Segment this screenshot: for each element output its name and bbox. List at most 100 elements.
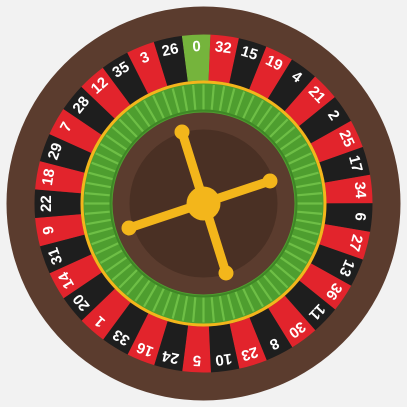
track-groove [242,288,255,312]
track-groove [181,295,189,321]
pocket-1 [81,288,131,340]
pocket-15 [229,38,267,90]
pocket-9 [35,214,85,247]
pocket-label-26: 26 [160,40,180,60]
pocket-label-35: 35 [109,58,132,81]
pocket-20 [63,272,115,321]
pocket-2 [299,97,351,144]
track-groove [288,152,312,165]
track-groove [111,263,133,281]
pocket-label-6: 6 [351,212,369,222]
pocket-label-13: 13 [335,257,357,279]
pocket-36 [299,263,352,310]
track-groove [294,171,319,181]
track-groove [84,192,110,197]
pocket-24 [154,321,189,372]
pocket-16 [127,313,168,366]
pocket-label-5: 5 [193,352,202,369]
pocket-label-36: 36 [322,280,345,303]
track-groove [95,242,119,255]
turret-knob [218,265,234,281]
pocket-28 [63,86,115,135]
track-groove [274,126,296,144]
number-pockets [34,34,373,373]
track-groove [161,291,173,316]
pocket-4 [267,59,316,112]
pocket-label-19: 19 [263,52,286,75]
spindle-turret[interactable] [121,124,278,281]
track-groove [295,181,321,189]
pocket-label-28: 28 [69,93,93,117]
pocket-18 [35,161,85,194]
track-groove [111,126,133,144]
pocket-label-15: 15 [239,43,260,64]
track-groove [256,279,273,302]
track-groove [105,256,128,273]
pocket-22 [34,189,81,219]
pocket-25 [310,120,363,163]
pocket-26 [153,35,188,86]
track-groove [134,105,151,128]
track-groove [88,171,113,181]
pocket-21 [284,76,335,127]
track-groove [91,161,116,173]
pocket-label-17: 17 [345,154,366,174]
pocket-14 [49,254,102,299]
pocket-label-33: 33 [110,326,133,349]
turret-knob [262,173,278,189]
track-groove [256,105,273,128]
pocket-label-24: 24 [160,347,181,367]
pocket-17 [319,147,371,183]
track-groove [218,86,226,112]
track-groove [143,99,158,123]
track-groove [279,256,302,273]
pocket-11 [284,280,336,331]
track-groove [210,297,215,323]
track-groove [95,152,119,165]
track-groove [181,86,189,112]
track-groove [218,295,226,321]
track-groove [234,91,246,116]
track-groove [274,263,296,281]
pocket-label-23: 23 [239,343,260,364]
track-groove [269,269,289,289]
pocket-label-25: 25 [335,128,357,150]
turret-hub [186,186,221,221]
pocket-31 [40,234,92,274]
track-groove [91,234,116,246]
track-groove [249,284,264,308]
pocket-13 [310,244,363,286]
track-inner-edge [109,109,298,298]
track-groove [126,274,144,296]
track-groove [279,134,302,151]
pocket-label-20: 20 [70,290,94,314]
track-groove [226,88,236,113]
pocket-5 [182,325,211,373]
pocket-label-14: 14 [55,268,78,291]
pocket-12 [81,67,131,119]
track-groove [210,84,215,110]
track-groove [84,210,110,215]
pocket-30 [268,295,316,348]
track-groove [269,118,289,138]
track-groove [249,99,264,123]
pocket-0 [181,34,211,82]
track-groove [88,226,113,236]
track-groove [118,118,138,138]
track-groove [263,111,281,133]
pocket-29 [39,134,92,173]
pocket-3 [127,41,168,94]
pocket-10 [208,323,240,373]
pocket-label-34: 34 [351,181,369,200]
track-groove [288,242,312,255]
track-groove [192,297,197,323]
track-grooves [84,84,323,323]
track-groove [291,161,316,173]
pocket-7 [49,109,102,153]
pocket-label-32: 32 [214,38,233,57]
track-groove [118,269,138,289]
track-groove [99,249,123,264]
track-groove [152,95,165,119]
pocket-label-10: 10 [214,350,233,369]
